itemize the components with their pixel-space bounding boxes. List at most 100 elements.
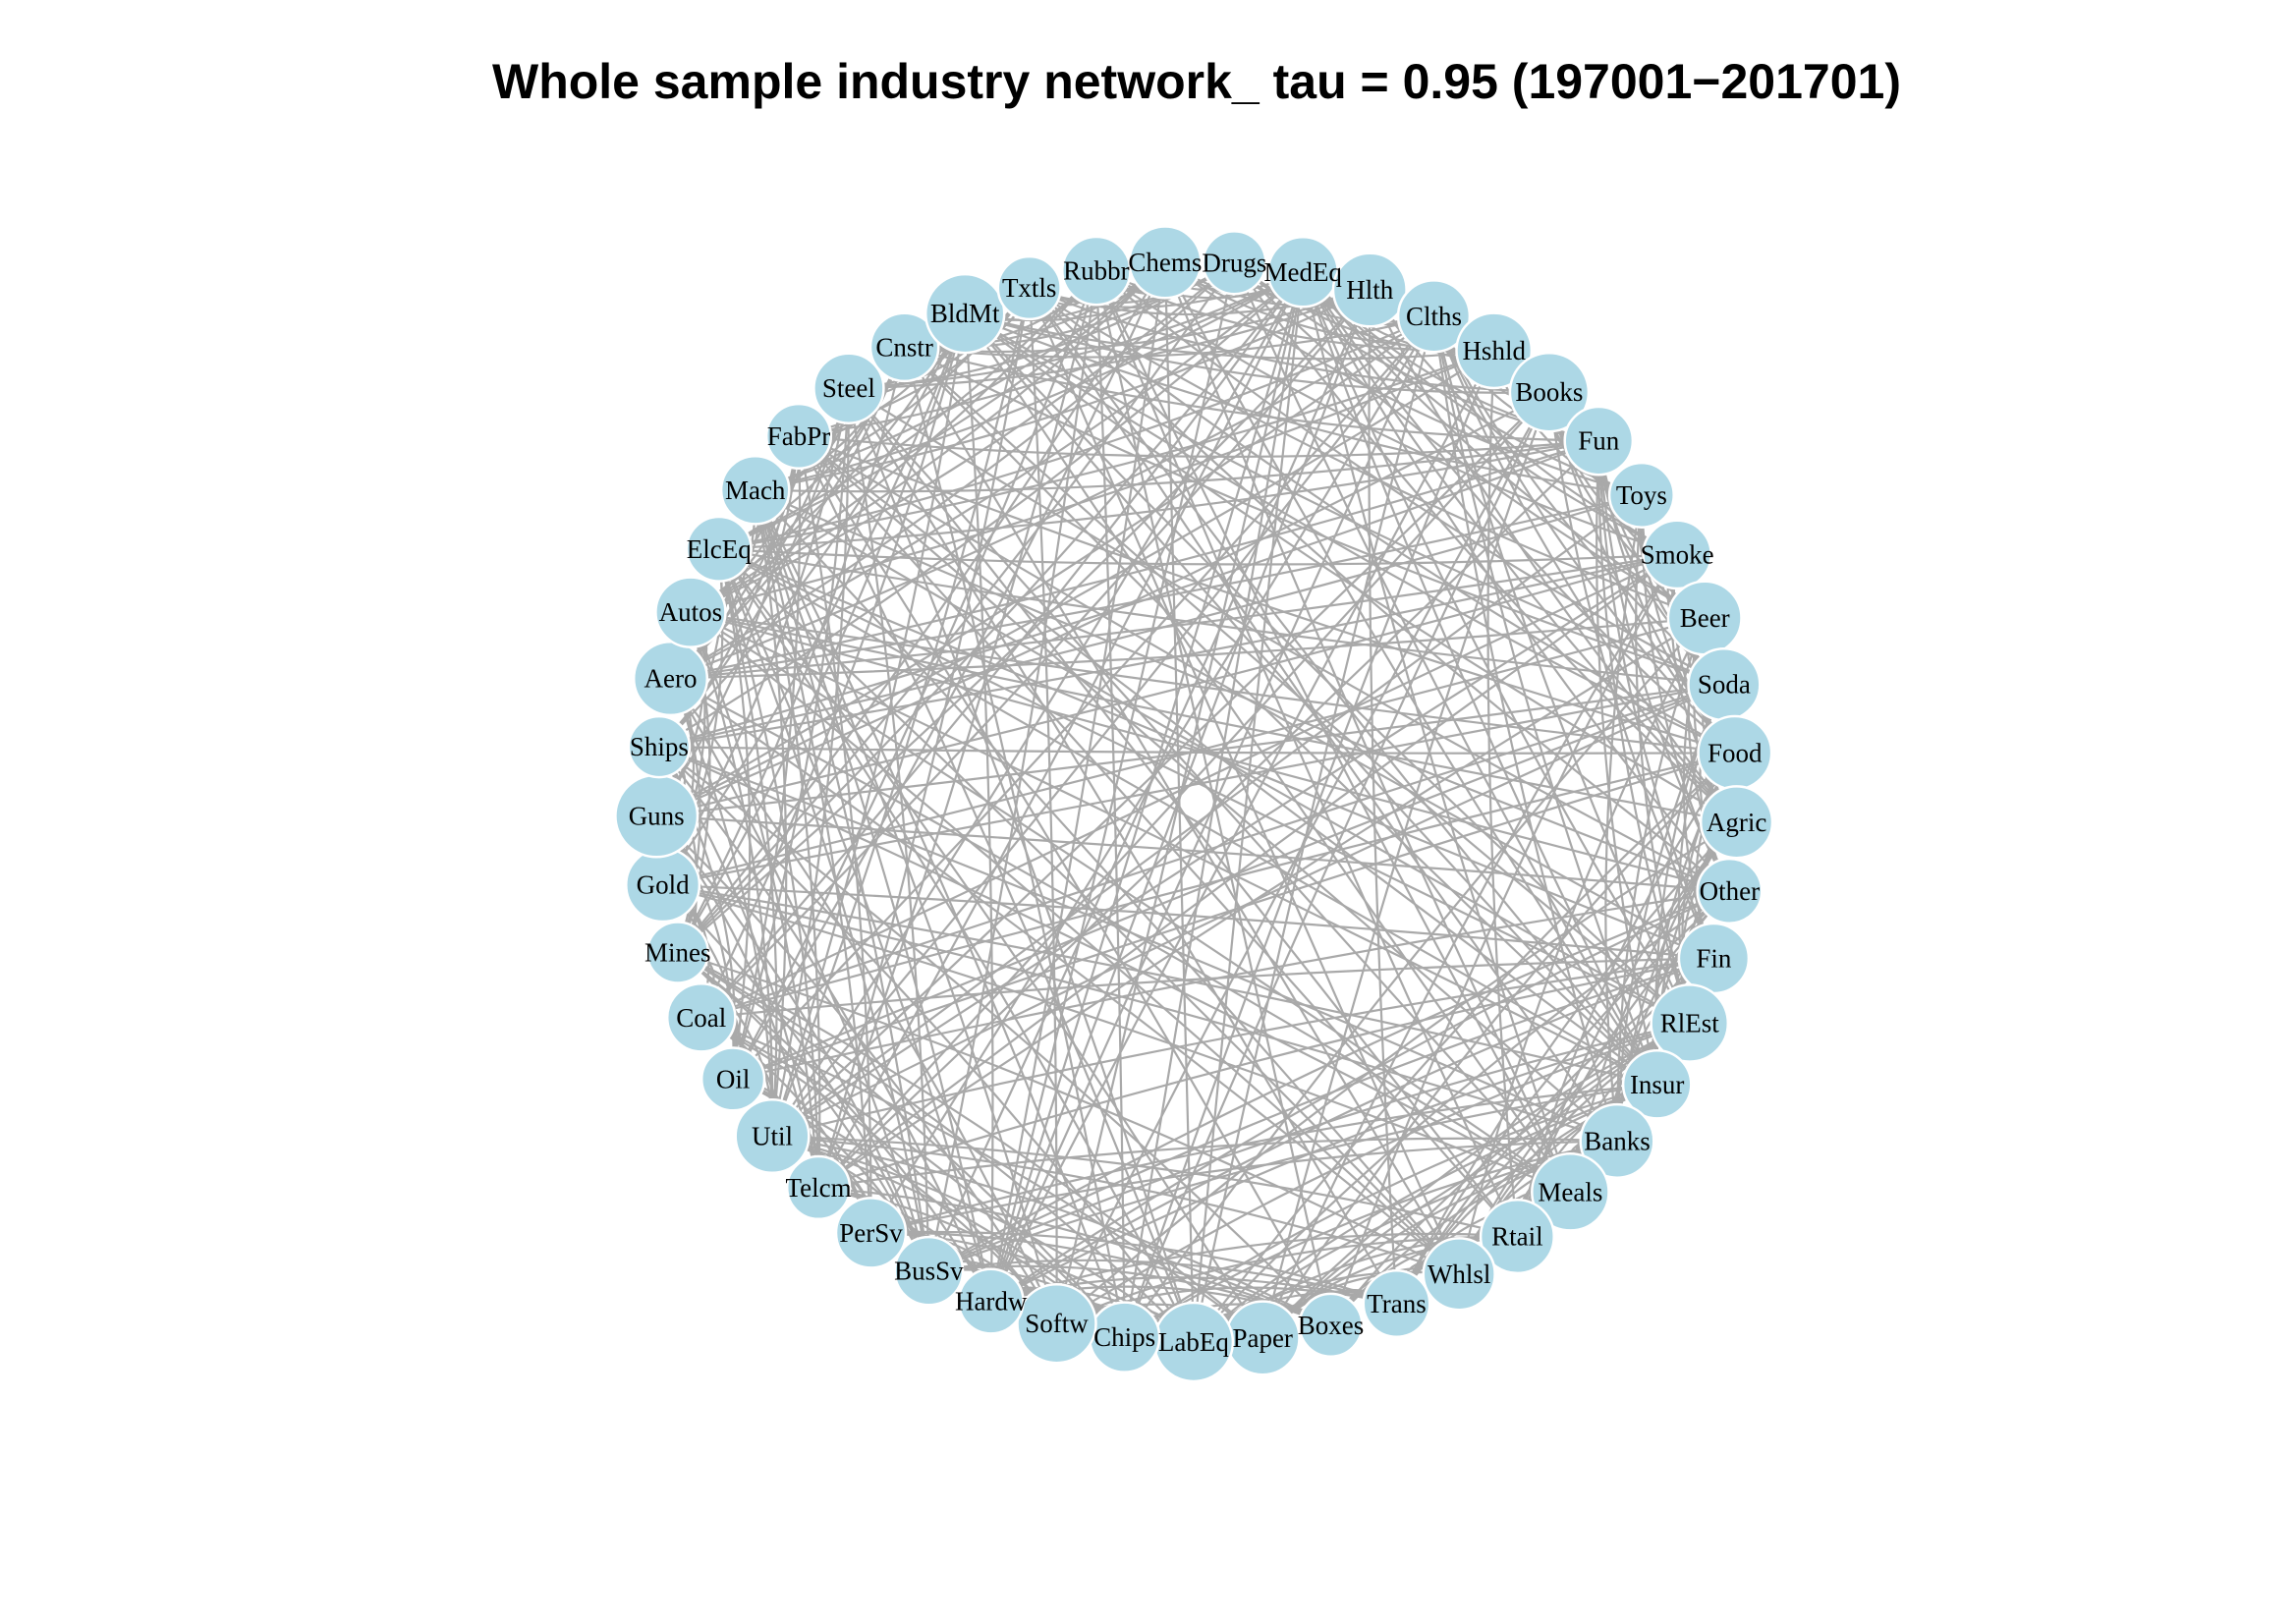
network-edge <box>964 312 1549 394</box>
network-edge <box>717 548 1264 1339</box>
network-edge <box>1261 752 1736 1339</box>
network-edge <box>847 387 1195 1343</box>
node-label-trans: Trans <box>1367 1289 1427 1318</box>
node-label-chems: Chems <box>1128 248 1202 277</box>
node-label-hardw: Hardw <box>955 1287 1028 1316</box>
node-fun <box>1563 405 1635 476</box>
network-edge <box>732 261 1166 1080</box>
node-label-bldmt: BldMt <box>930 299 1000 328</box>
node-label-books: Books <box>1515 377 1583 407</box>
network-edge <box>754 489 1126 1338</box>
edge-layer <box>655 260 1738 1343</box>
network-edge <box>700 752 1736 1019</box>
network-edge <box>658 746 1195 1343</box>
node-banks <box>1579 1102 1655 1179</box>
network-edge <box>690 349 1495 614</box>
network-edge <box>690 261 1166 614</box>
network-edge <box>1094 270 1126 1338</box>
node-label-telcm: Telcm <box>786 1173 852 1203</box>
node-label-agric: Agric <box>1707 808 1766 837</box>
node-hardw <box>957 1267 1025 1335</box>
figure-title: Whole sample industry network_ tau = 0.9… <box>492 54 1901 109</box>
network-edge <box>1028 287 1731 892</box>
node-label-rlest: RlEst <box>1660 1009 1720 1038</box>
network-edge <box>990 957 1714 1303</box>
node-txtls <box>996 254 1062 321</box>
network-edge <box>717 548 820 1188</box>
network-edge <box>669 678 774 1137</box>
network-edge <box>655 553 1678 817</box>
network-edge <box>928 1083 1657 1272</box>
node-label-rtail: Rtail <box>1491 1222 1543 1252</box>
network-edge <box>690 611 1658 1086</box>
network-edge <box>662 883 1571 1194</box>
network-edge <box>990 1232 1518 1303</box>
network-edge <box>1261 1022 1691 1339</box>
node-label-medeq: MedEq <box>1263 257 1342 287</box>
node-books <box>1508 351 1591 433</box>
node-label-aero: Aero <box>644 664 698 694</box>
network-edge <box>718 269 1097 550</box>
network-edge <box>964 312 1494 361</box>
network-edge <box>754 489 1058 1324</box>
network-edge <box>658 746 992 1303</box>
network-edge <box>989 350 1495 1303</box>
node-telcm <box>785 1154 852 1221</box>
node-label-mines: Mines <box>644 938 711 968</box>
node-label-banks: Banks <box>1584 1126 1651 1155</box>
network-edge <box>755 439 1599 493</box>
network-edge <box>658 493 1643 749</box>
node-steel <box>812 352 885 424</box>
node-label-autos: Autos <box>659 597 723 627</box>
network-edge <box>1028 287 1058 1324</box>
node-rtail <box>1479 1199 1555 1275</box>
network-edge <box>798 435 1519 1238</box>
network-edge <box>690 611 1460 1275</box>
network-edge <box>771 1135 1331 1326</box>
network-edge <box>662 883 1618 1143</box>
network-edge <box>1029 287 1736 755</box>
network-edge <box>848 387 1730 892</box>
node-label-boxes: Boxes <box>1298 1311 1365 1340</box>
node-label-rubbr: Rubbr <box>1063 256 1130 286</box>
network-edge <box>1028 287 1658 1086</box>
node-label-softw: Softw <box>1025 1309 1089 1338</box>
network-edge <box>661 388 850 886</box>
node-mines <box>645 921 710 984</box>
network-edge <box>964 312 1725 686</box>
network-edge <box>732 388 850 1080</box>
node-label-smoke: Smoke <box>1641 539 1714 569</box>
node-fabpr <box>764 402 833 470</box>
node-insur <box>1621 1048 1693 1120</box>
network-edge <box>676 261 1166 954</box>
network-edge <box>903 346 1691 1025</box>
node-label-other: Other <box>1700 876 1760 906</box>
node-hlth <box>1331 252 1408 328</box>
node-clths <box>1396 279 1472 354</box>
node-persv <box>834 1197 908 1269</box>
node-label-beer: Beer <box>1680 603 1730 633</box>
network-edge <box>771 1135 1518 1238</box>
network-edge <box>847 388 930 1271</box>
network-edge <box>904 346 1725 686</box>
network-edge <box>928 1259 1397 1306</box>
network-edge <box>658 746 1735 755</box>
network-edge <box>1028 287 1618 1143</box>
network-edge <box>658 439 1599 749</box>
node-label-fabpr: FabPr <box>767 421 831 451</box>
network-edge <box>755 261 1166 491</box>
network-edge <box>655 814 930 1272</box>
node-label-meals: Meals <box>1538 1177 1602 1206</box>
node-label-insur: Insur <box>1630 1070 1685 1099</box>
network-edge <box>718 547 1725 686</box>
network-edge <box>717 548 992 1302</box>
node-layer <box>614 225 1774 1383</box>
network-edge <box>754 489 872 1233</box>
node-smoke <box>1642 519 1712 590</box>
network-edge <box>904 314 1434 359</box>
node-ships <box>627 714 692 779</box>
node-label-fun: Fun <box>1578 426 1620 456</box>
node-label-chips: Chips <box>1093 1322 1155 1352</box>
network-edge <box>964 312 1691 1025</box>
